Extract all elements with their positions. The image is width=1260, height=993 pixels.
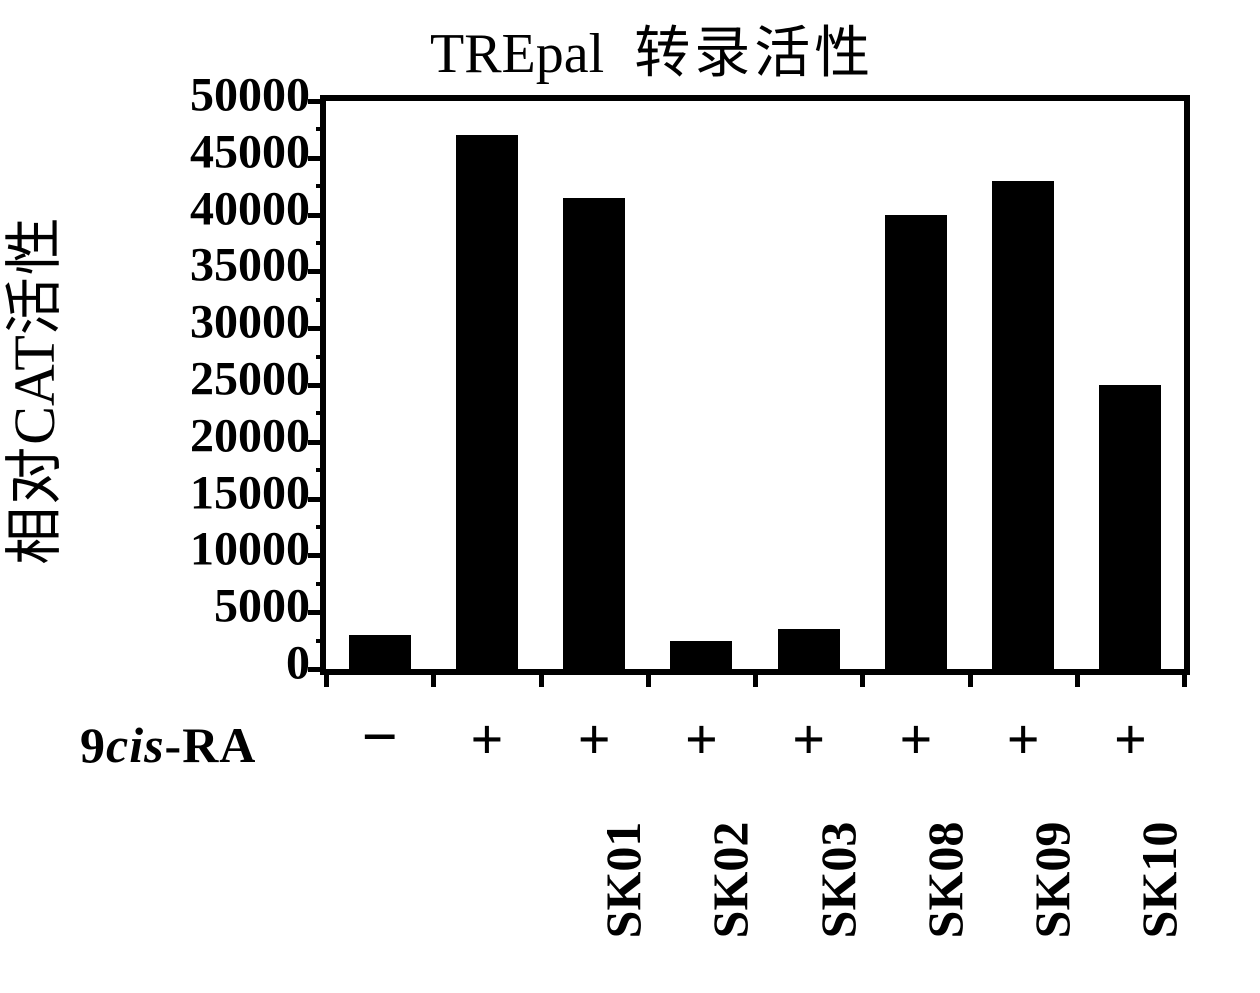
y-tick-label: 30000 xyxy=(10,295,310,350)
row-label-dash: - xyxy=(165,717,183,773)
y-tick-minor xyxy=(316,355,326,359)
y-tick xyxy=(308,326,326,331)
bar xyxy=(670,641,732,669)
x-tick xyxy=(1182,669,1187,687)
y-tick xyxy=(308,440,326,445)
y-tick-label: 40000 xyxy=(10,181,310,236)
y-tick-labels-region: 0500010000150002000025000300003500040000… xyxy=(0,95,320,675)
category-label: SK02 xyxy=(701,822,759,939)
category-label: SK09 xyxy=(1023,822,1081,939)
y-tick-label: 50000 xyxy=(10,68,310,123)
plus-sign: + xyxy=(1100,706,1160,773)
category-label: SK08 xyxy=(916,822,974,939)
y-tick xyxy=(308,213,326,218)
bar xyxy=(1099,385,1161,669)
y-tick-label: 20000 xyxy=(10,408,310,463)
y-tick-label: 15000 xyxy=(10,465,310,520)
bar xyxy=(563,198,625,669)
plus-sign: + xyxy=(671,706,731,773)
y-tick-minor xyxy=(316,411,326,415)
y-tick xyxy=(308,497,326,502)
y-tick-minor xyxy=(316,241,326,245)
bar xyxy=(885,215,947,669)
y-tick xyxy=(308,610,326,615)
chart-title: TREpal 转录活性 xyxy=(430,8,1150,89)
y-tick-label: 45000 xyxy=(10,124,310,179)
x-tick xyxy=(753,669,758,687)
x-tick xyxy=(324,669,329,687)
y-tick-label: 25000 xyxy=(10,352,310,407)
y-tick-minor xyxy=(316,127,326,131)
y-tick-minor xyxy=(316,298,326,302)
chart-title-cjk: 转录活性 xyxy=(634,23,874,85)
bar xyxy=(456,135,518,669)
row-label-RA: RA xyxy=(182,717,256,773)
plus-sign: + xyxy=(564,706,624,773)
y-tick-label: 0 xyxy=(10,636,310,691)
bar xyxy=(992,181,1054,669)
x-tick xyxy=(860,669,865,687)
x-tick xyxy=(431,669,436,687)
minus-sign: − xyxy=(350,700,410,774)
y-tick xyxy=(308,156,326,161)
y-tick xyxy=(308,269,326,274)
plot-area xyxy=(320,95,1190,675)
row-label-9cis-RA: 9cis-RA xyxy=(80,716,256,774)
y-tick xyxy=(308,553,326,558)
y-tick-minor xyxy=(316,184,326,188)
plus-sign: + xyxy=(886,706,946,773)
x-tick xyxy=(968,669,973,687)
y-tick-label: 10000 xyxy=(10,522,310,577)
bar xyxy=(778,629,840,669)
y-tick xyxy=(308,99,326,104)
chart-title-latin: TREpal xyxy=(430,23,604,85)
y-tick-minor xyxy=(316,582,326,586)
category-label: SK01 xyxy=(594,822,652,939)
category-label: SK10 xyxy=(1130,822,1188,939)
y-tick xyxy=(308,383,326,388)
y-tick-label: 5000 xyxy=(10,579,310,634)
row-label-cis: cis xyxy=(106,717,165,773)
y-tick-minor xyxy=(316,639,326,643)
y-tick-minor xyxy=(316,525,326,529)
y-tick-minor xyxy=(316,468,326,472)
plus-sign: + xyxy=(779,706,839,773)
plus-sign: + xyxy=(457,706,517,773)
x-tick xyxy=(1075,669,1080,687)
page-root: TREpal转录活性 相对CAT活性 050001000015000200002… xyxy=(0,0,1260,993)
category-label: SK03 xyxy=(809,822,867,939)
row-label-9: 9 xyxy=(80,717,106,773)
y-tick-label: 35000 xyxy=(10,238,310,293)
x-tick xyxy=(539,669,544,687)
bar xyxy=(349,635,411,669)
x-tick xyxy=(646,669,651,687)
plus-sign: + xyxy=(993,706,1053,773)
